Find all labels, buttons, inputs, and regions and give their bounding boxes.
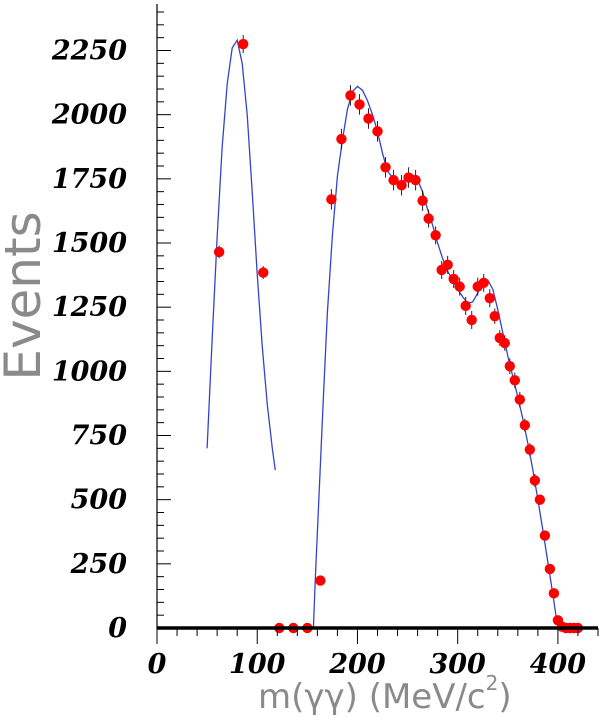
y-tick-label: 750 <box>71 421 128 452</box>
data-point <box>484 292 495 304</box>
data-point <box>529 475 541 486</box>
data-point <box>315 575 326 586</box>
fit-layer <box>206 38 561 629</box>
data-point <box>345 90 356 101</box>
y-axis-title: Events <box>0 211 52 380</box>
data-point <box>417 195 428 206</box>
data-point <box>534 494 546 505</box>
x-axis-title-superscript: 2 <box>486 671 499 695</box>
axes-layer: 0 250 500 750 1000 1250 1500 1750 2000 2250 0 100 20… <box>51 4 599 680</box>
data-point <box>524 444 536 455</box>
data-point <box>372 126 383 137</box>
data-point <box>454 281 465 292</box>
x-tick-label: 300 <box>429 649 486 680</box>
data-point <box>548 588 560 599</box>
data-point <box>514 394 526 405</box>
x-axis-title: m(γγ) (MeV/c2) <box>258 671 512 716</box>
y-tick-label: 0 <box>108 613 127 644</box>
data-point <box>519 420 531 431</box>
data-point <box>509 375 521 386</box>
y-tick-label: 2000 <box>51 100 127 131</box>
data-point <box>499 337 510 349</box>
x-tick-label: 400 <box>530 649 587 680</box>
data-point <box>396 180 407 191</box>
fit-curve <box>312 85 561 629</box>
data-point <box>213 246 225 258</box>
data-point <box>326 194 337 205</box>
y-tick-label: 500 <box>71 485 128 516</box>
y-tick-label: 1250 <box>52 292 127 323</box>
data-point <box>336 133 347 145</box>
data-point <box>460 300 471 312</box>
y-tick-label: 1000 <box>52 356 127 387</box>
data-point <box>478 277 489 288</box>
x-axis-title-main: m(γγ) (MeV/c <box>258 677 486 716</box>
data-point <box>430 230 441 241</box>
data-point <box>466 314 477 326</box>
data-point <box>380 162 391 173</box>
x-tick-label: 200 <box>328 649 386 680</box>
data-point <box>423 213 434 224</box>
data-point <box>354 99 365 110</box>
y-tick-label: 1500 <box>52 228 127 259</box>
fit-curve <box>206 38 276 471</box>
data-point <box>504 361 515 372</box>
x-axis-title-close: ) <box>498 677 511 716</box>
data-point <box>539 530 551 541</box>
data-point <box>410 174 421 186</box>
data-point <box>363 113 374 124</box>
y-tick-label: 250 <box>70 549 128 580</box>
data-point <box>448 273 459 285</box>
y-tick-label: 1750 <box>52 164 127 195</box>
y-tick-label: 2250 <box>51 36 127 67</box>
data-point <box>258 267 269 278</box>
data-point <box>388 174 399 186</box>
points-layer <box>213 35 584 634</box>
x-tick-label: 100 <box>229 649 286 680</box>
data-point <box>544 563 556 575</box>
data-point <box>442 259 453 271</box>
data-point <box>237 38 249 50</box>
data-point <box>489 310 500 322</box>
x-tick-label: 0 <box>148 649 167 680</box>
